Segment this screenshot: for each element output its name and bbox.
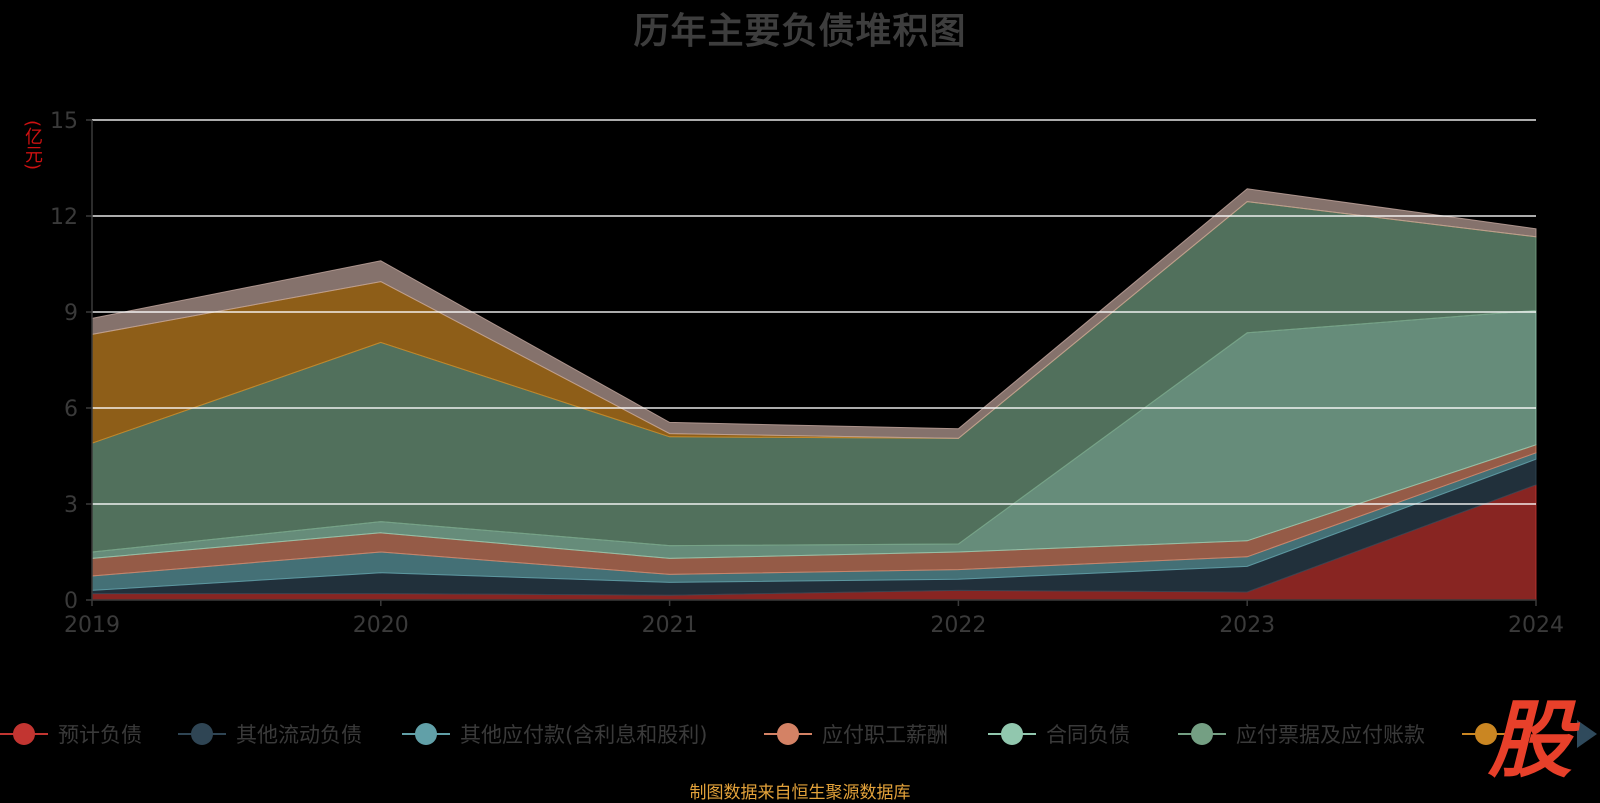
area-layer xyxy=(91,188,1537,601)
axes: 0 3 6 9 12 15 2019 2020 2021 2022 2023 2024 xyxy=(50,109,1564,638)
legend-label: 合同负债 xyxy=(1046,723,1130,747)
legend-item-5[interactable]: 应付票据及应付账款 xyxy=(1178,712,1425,756)
y-axis-unit-label: (亿元) xyxy=(22,120,43,171)
y-tick-label-5: 15 xyxy=(50,109,78,134)
legend-item-6[interactable] xyxy=(1462,712,1520,756)
legend-item-4[interactable]: 合同负债 xyxy=(988,712,1130,756)
x-tick-label-0: 2019 xyxy=(64,613,120,638)
x-tick-label-2: 2021 xyxy=(642,613,698,638)
legend-next-page-icon[interactable] xyxy=(1577,720,1597,748)
legend-item-0[interactable]: 预计负债 xyxy=(0,712,142,756)
legend-item-3[interactable]: 应付职工薪酬 xyxy=(764,712,948,756)
legend-label: 应付票据及应付账款 xyxy=(1236,723,1425,747)
legend-label: 其他应付款(含利息和股利) xyxy=(460,723,708,747)
watermark-logo: 股 xyxy=(1487,691,1572,789)
legend-item-1[interactable]: 其他流动负债 xyxy=(178,712,362,756)
legend-swatch-icon xyxy=(178,722,226,746)
x-tick-label-5: 2024 xyxy=(1508,613,1564,638)
gridlines xyxy=(92,119,1536,505)
legend-swatch-icon xyxy=(402,722,450,746)
legend: 预计负债 其他流动负债 其他应付款(含利息和股利) 应付职工薪酬 合同负债 应付票据及应付… xyxy=(0,712,1600,756)
legend-label: 其他流动负债 xyxy=(236,723,362,747)
source-note: 制图数据来自恒生聚源数据库 xyxy=(689,783,911,803)
y-tick-label-4: 12 xyxy=(50,205,78,230)
y-tick-label-3: 9 xyxy=(64,301,78,326)
y-tick-label-1: 3 xyxy=(64,493,78,518)
legend-swatch-icon xyxy=(1178,722,1226,746)
y-tick-label-0: 0 xyxy=(64,589,78,614)
legend-label: 预计负债 xyxy=(58,723,142,747)
x-tick-label-4: 2023 xyxy=(1219,613,1275,638)
legend-swatch-icon xyxy=(988,722,1036,746)
legend-item-2[interactable]: 其他应付款(含利息和股利) xyxy=(402,712,707,756)
y-tick-label-2: 6 xyxy=(64,397,78,422)
x-tick-label-1: 2020 xyxy=(353,613,409,638)
legend-swatch-icon xyxy=(1462,722,1510,746)
legend-swatch-icon xyxy=(764,722,812,746)
legend-swatch-icon xyxy=(0,722,48,746)
x-tick-label-3: 2022 xyxy=(930,613,986,638)
chart-plot: 0 3 6 9 12 15 2019 2020 2021 2022 2023 2024 xyxy=(50,109,1564,638)
chart-title: 历年主要负债堆积图 xyxy=(633,11,967,52)
area-series-7 xyxy=(91,188,1537,439)
legend-label: 应付职工薪酬 xyxy=(822,723,948,747)
